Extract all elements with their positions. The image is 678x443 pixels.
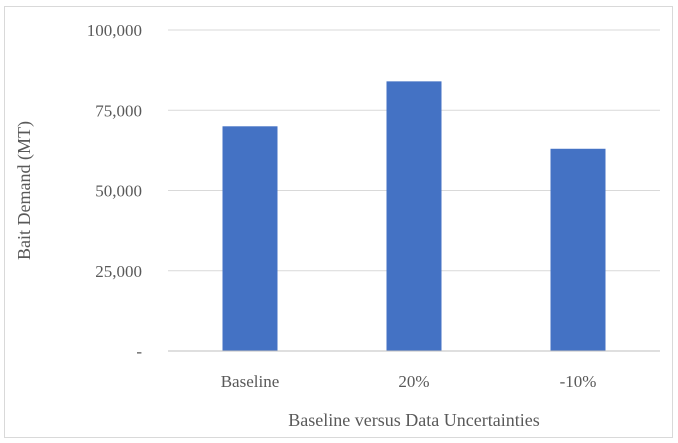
x-tick-label: 20% xyxy=(398,372,429,391)
bar xyxy=(386,81,442,352)
y-tick-label: 75,000 xyxy=(95,101,142,120)
y-tick-label: 50,000 xyxy=(95,182,142,201)
y-tick-label: 100,000 xyxy=(87,21,142,40)
bars xyxy=(222,81,606,352)
x-tick-label: -10% xyxy=(560,372,597,391)
bar xyxy=(222,126,278,351)
x-axis-ticks: Baseline 20% -10% xyxy=(221,372,597,391)
y-axis-title: Bait Demand (MT) xyxy=(14,121,35,260)
y-axis-ticks: - 25,000 50,000 75,000 100,000 xyxy=(87,21,143,361)
x-tick-label: Baseline xyxy=(221,372,280,391)
y-tick-label: - xyxy=(136,342,142,361)
x-axis-title: Baseline versus Data Uncertainties xyxy=(288,410,539,430)
bar xyxy=(550,148,606,351)
y-tick-label: 25,000 xyxy=(95,262,142,281)
